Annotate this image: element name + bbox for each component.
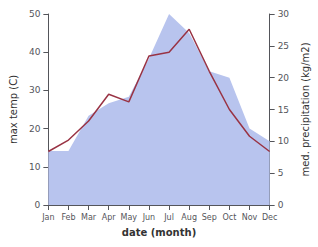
svg-text:20: 20	[278, 73, 290, 83]
svg-text:Apr: Apr	[102, 213, 117, 222]
svg-text:5: 5	[278, 168, 284, 178]
svg-text:30: 30	[278, 9, 290, 19]
svg-text:max temp (C): max temp (C)	[8, 75, 19, 144]
svg-text:15: 15	[278, 105, 289, 115]
svg-text:Jul: Jul	[163, 213, 174, 222]
svg-text:0: 0	[278, 200, 284, 210]
svg-text:May: May	[121, 213, 138, 222]
svg-text:Mar: Mar	[81, 213, 97, 222]
svg-text:date (month): date (month)	[122, 227, 196, 238]
svg-text:Oct: Oct	[222, 213, 236, 222]
svg-text:Feb: Feb	[61, 213, 75, 222]
svg-text:40: 40	[29, 47, 41, 57]
svg-text:25: 25	[278, 41, 289, 51]
svg-text:med. precipitation (kg/m2): med. precipitation (kg/m2)	[300, 42, 311, 176]
svg-text:50: 50	[29, 9, 41, 19]
svg-text:Jun: Jun	[142, 213, 156, 222]
svg-text:Aug: Aug	[181, 213, 197, 222]
svg-text:20: 20	[29, 124, 41, 134]
svg-text:Nov: Nov	[242, 213, 258, 222]
svg-text:Dec: Dec	[262, 213, 277, 222]
svg-text:Jan: Jan	[41, 213, 54, 222]
svg-text:30: 30	[29, 85, 41, 95]
svg-text:Sep: Sep	[202, 213, 217, 222]
svg-text:10: 10	[29, 162, 41, 172]
svg-text:10: 10	[278, 136, 290, 146]
svg-text:0: 0	[35, 200, 41, 210]
